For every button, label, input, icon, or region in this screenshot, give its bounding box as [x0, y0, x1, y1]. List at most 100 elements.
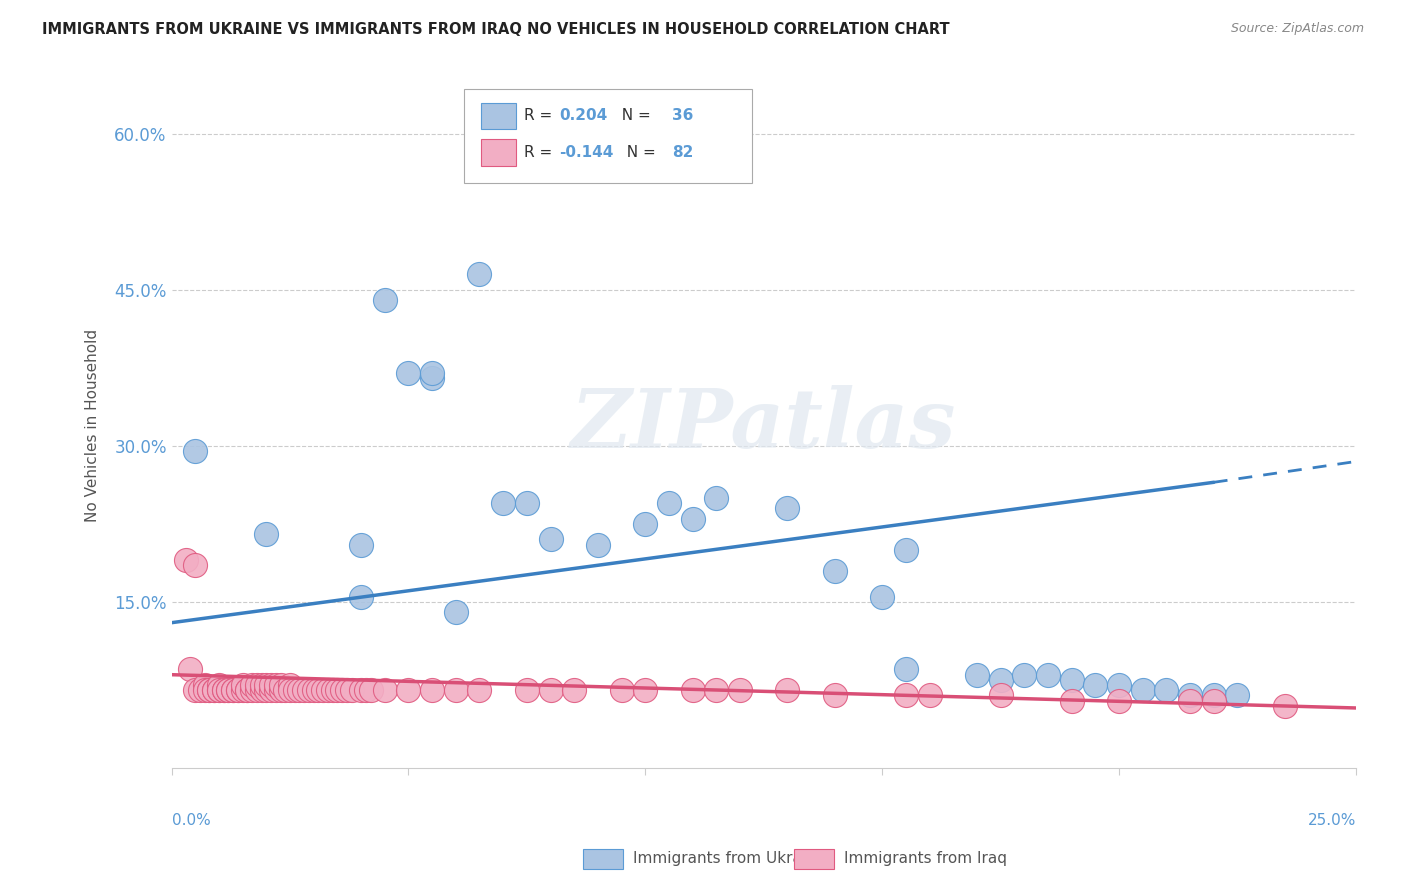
Text: Source: ZipAtlas.com: Source: ZipAtlas.com [1230, 22, 1364, 36]
Point [682, 683, 704, 698]
Point [444, 605, 467, 619]
Point [250, 683, 273, 698]
Point [278, 683, 301, 698]
Point [212, 683, 235, 698]
Point [420, 366, 443, 380]
Text: 0.0%: 0.0% [172, 813, 211, 828]
Point [396, 683, 419, 698]
Point [260, 678, 283, 692]
Point [468, 683, 491, 698]
Point [1178, 694, 1201, 708]
Point [516, 683, 538, 698]
Point [212, 683, 235, 698]
Point [284, 683, 307, 698]
Point [232, 683, 254, 698]
Point [254, 678, 277, 692]
Point [870, 590, 893, 604]
Text: -0.144: -0.144 [560, 145, 614, 160]
Point [179, 663, 201, 677]
Point [217, 683, 239, 698]
Point [174, 553, 197, 567]
Point [1178, 689, 1201, 703]
Point [250, 678, 273, 692]
Point [1156, 683, 1178, 698]
Point [184, 558, 207, 573]
Point [350, 590, 373, 604]
Text: IMMIGRANTS FROM UKRAINE VS IMMIGRANTS FROM IRAQ NO VEHICLES IN HOUSEHOLD CORRELA: IMMIGRANTS FROM UKRAINE VS IMMIGRANTS FR… [42, 22, 950, 37]
Point [562, 683, 585, 698]
Point [270, 678, 292, 692]
Point [1202, 694, 1225, 708]
Point [236, 683, 259, 698]
Point [610, 121, 633, 136]
Point [610, 683, 633, 698]
Point [704, 683, 727, 698]
Point [254, 527, 277, 541]
Point [360, 683, 382, 698]
Point [198, 683, 221, 698]
Point [918, 689, 941, 703]
Point [1060, 673, 1083, 687]
Point [894, 689, 917, 703]
Text: 25.0%: 25.0% [1308, 813, 1355, 828]
Text: R =: R = [524, 145, 558, 160]
Point [292, 683, 315, 698]
Point [270, 683, 292, 698]
Point [420, 683, 443, 698]
Point [322, 683, 344, 698]
Point [217, 683, 239, 698]
Point [540, 533, 562, 547]
Text: N =: N = [617, 145, 661, 160]
Point [728, 683, 751, 698]
Point [184, 683, 207, 698]
Point [776, 683, 799, 698]
Point [1036, 667, 1059, 681]
Point [540, 683, 562, 698]
Text: 0.204: 0.204 [560, 109, 607, 123]
Point [1274, 698, 1296, 713]
Point [444, 683, 467, 698]
Point [658, 496, 681, 510]
Point [326, 683, 349, 698]
Point [634, 683, 657, 698]
Point [298, 683, 321, 698]
Point [208, 683, 231, 698]
Point [246, 683, 269, 698]
Point [226, 683, 249, 698]
Point [222, 683, 245, 698]
Point [374, 683, 396, 698]
Point [240, 683, 263, 698]
Point [194, 678, 217, 692]
Point [254, 683, 277, 698]
Point [1084, 678, 1107, 692]
Point [264, 678, 287, 692]
Point [420, 371, 443, 385]
Y-axis label: No Vehicles in Household: No Vehicles in Household [86, 328, 100, 522]
Text: 36: 36 [672, 109, 693, 123]
Point [1012, 667, 1035, 681]
Point [586, 538, 609, 552]
Point [288, 683, 311, 698]
Point [246, 678, 269, 692]
Point [316, 683, 339, 698]
Text: N =: N = [612, 109, 655, 123]
Point [260, 683, 283, 698]
Point [222, 683, 245, 698]
Point [340, 683, 363, 698]
Point [350, 538, 373, 552]
Point [264, 683, 287, 698]
Point [396, 366, 419, 380]
Point [374, 293, 396, 308]
Point [236, 683, 259, 698]
Point [330, 683, 353, 698]
Point [966, 667, 988, 681]
Point [1132, 683, 1154, 698]
Point [824, 564, 846, 578]
Point [990, 689, 1012, 703]
Text: ZIPatlas: ZIPatlas [571, 385, 956, 465]
Point [202, 683, 225, 698]
Text: R =: R = [524, 109, 558, 123]
Point [240, 678, 263, 692]
Point [194, 683, 217, 698]
Point [307, 683, 329, 698]
